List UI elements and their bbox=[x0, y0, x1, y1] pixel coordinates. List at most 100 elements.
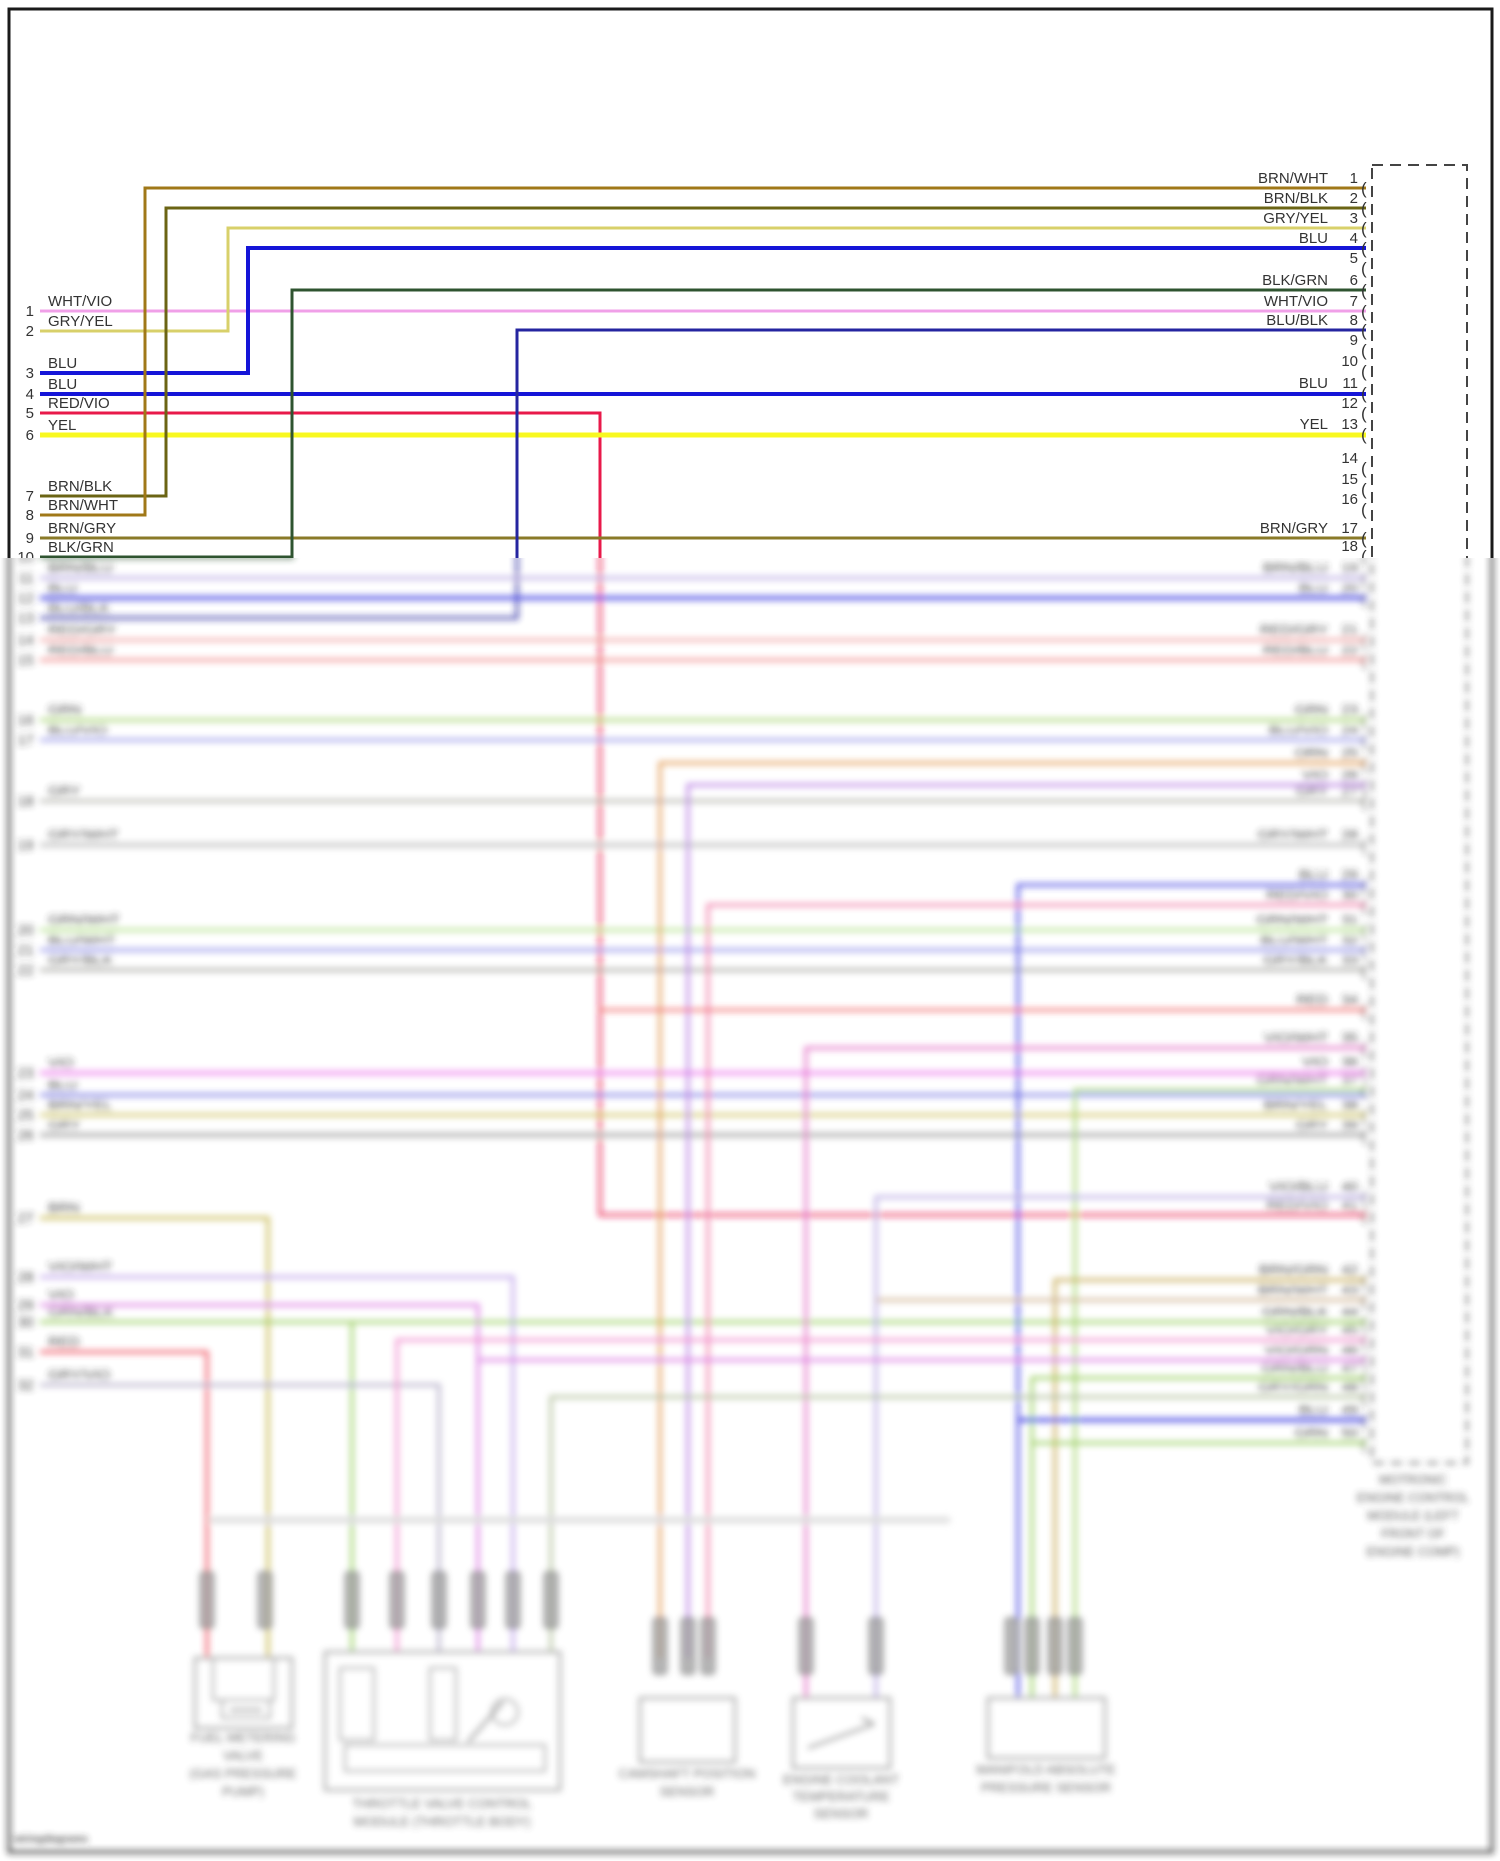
right-pin-bracket-icon: ( bbox=[1361, 876, 1367, 895]
right-pin-label: BLU bbox=[1299, 1402, 1328, 1419]
wire-vio-wht-branch bbox=[804, 1046, 1366, 1698]
terminal-pin bbox=[1004, 1617, 1020, 1675]
component-box-throttle-valve-control-module bbox=[323, 1650, 562, 1792]
terminal-pin bbox=[199, 1571, 215, 1629]
component-inner-circle bbox=[491, 1698, 519, 1726]
right-pin-number: 42 bbox=[1341, 1262, 1358, 1279]
component-label: MODULE (THROTTLE BODY) bbox=[354, 1814, 531, 1829]
right-pin-label: BLU/WHT bbox=[1261, 932, 1329, 949]
right-pin-number: 44 bbox=[1341, 1304, 1358, 1321]
right-pin-label: BLU bbox=[1299, 580, 1328, 597]
left-pin-label: WHT/VIO bbox=[48, 293, 112, 310]
right-pin-label: VIO/WHT bbox=[1264, 1030, 1328, 1047]
right-pin-bracket-icon: ( bbox=[1361, 941, 1367, 960]
right-pin-bracket-icon: ( bbox=[1361, 459, 1367, 478]
component-inner-rect bbox=[213, 1658, 274, 1700]
right-pin-number: 49 bbox=[1341, 1402, 1358, 1419]
right-pin-number: 18 bbox=[1341, 538, 1358, 555]
diagram-sharp-layer: BRN/WHT 1(BRN/BLK 2(GRY/YEL 3(BLU 4(5(BLK/GR… bbox=[7, 7, 1494, 1700]
right-pin-bracket-icon: ( bbox=[1361, 1271, 1367, 1290]
component-label: PUMP) bbox=[222, 1784, 264, 1799]
right-pin-bracket-icon: ( bbox=[1361, 404, 1367, 423]
right-pin-number: 32 bbox=[1341, 932, 1358, 949]
right-pin-bracket-icon: ( bbox=[1361, 1001, 1367, 1020]
right-pin-number: 50 bbox=[1341, 1425, 1358, 1442]
component-label: (GAS PRESSURE bbox=[190, 1766, 297, 1781]
wire-orn-branch bbox=[658, 761, 1366, 1658]
right-pin-number: 19 bbox=[1341, 560, 1358, 577]
right-pin-bracket-icon: ( bbox=[1361, 731, 1367, 750]
page-border bbox=[7, 7, 1494, 558]
right-pin-number: 12 bbox=[1341, 395, 1358, 412]
wire-grn-blu-branch bbox=[1030, 1376, 1366, 1698]
right-pin-number: 22 bbox=[1341, 642, 1358, 659]
terminal-pin bbox=[1067, 1617, 1083, 1675]
right-pin-label: GRN/WHT bbox=[1256, 1072, 1328, 1089]
right-pin-label: VIO/GRN bbox=[1265, 1342, 1328, 1359]
wire-brn-wht bbox=[40, 188, 1366, 515]
left-pin-label: RED/GRY bbox=[48, 622, 116, 639]
left-pin-label: BRN/YEL bbox=[48, 1097, 112, 1114]
right-pin-bracket-icon: ( bbox=[1361, 631, 1367, 650]
right-pin-bracket-icon: ( bbox=[1361, 1063, 1367, 1082]
right-pin-label: RED/VIO bbox=[1266, 1197, 1328, 1214]
component-label: ENGINE COOLANT bbox=[783, 1772, 899, 1787]
left-pin-label: GRY bbox=[48, 783, 80, 800]
right-pin-label: GRN bbox=[1295, 1425, 1328, 1442]
right-pin-label: BRN/WHT bbox=[1258, 170, 1328, 187]
wire-brn-wht bbox=[40, 186, 1366, 517]
left-pin-label: BRN/BLU bbox=[48, 560, 113, 577]
right-pin-label: RED/GRY bbox=[1260, 622, 1328, 639]
left-pin-label: BLK/GRN bbox=[48, 539, 114, 556]
left-pin-number: 23 bbox=[17, 1065, 34, 1082]
component-box-engine-coolant-temperature-sensor bbox=[791, 1696, 892, 1770]
left-pin-number: 10 bbox=[17, 549, 34, 566]
right-pin-label: BRN/GRN bbox=[1259, 1262, 1328, 1279]
right-pin-number: 39 bbox=[1341, 1117, 1358, 1134]
right-pin-label: RED bbox=[1296, 992, 1328, 1009]
left-pin-label: VIO/WHT bbox=[48, 1259, 112, 1276]
left-pin-label: VIO bbox=[48, 1055, 74, 1072]
terminal-pin bbox=[257, 1571, 273, 1629]
left-pin-number: 32 bbox=[17, 1377, 34, 1394]
wire-brn-drop bbox=[40, 1218, 268, 1658]
right-pin-number: 1 bbox=[1350, 170, 1358, 187]
left-pin-label: GRN/BLK bbox=[48, 1304, 114, 1321]
right-pin-number: 26 bbox=[1341, 767, 1358, 784]
right-pin-bracket-icon: ( bbox=[1361, 362, 1367, 381]
right-pin-number: 2 bbox=[1350, 190, 1358, 207]
right-pin-number: 14 bbox=[1341, 450, 1358, 467]
terminal-pin bbox=[389, 1571, 405, 1629]
left-pin-label: BLU/BLK bbox=[48, 600, 110, 617]
right-pin-label: BLU/VIO bbox=[1269, 722, 1328, 739]
terminal-pin bbox=[1024, 1617, 1040, 1675]
module-label: ENGINE COMP) bbox=[1366, 1545, 1459, 1559]
right-pin-label: GRN/WHT bbox=[1256, 912, 1328, 929]
right-pin-bracket-icon: ( bbox=[1361, 1411, 1367, 1430]
right-pin-label: ORN bbox=[1295, 745, 1328, 762]
right-pin-bracket-icon: ( bbox=[1361, 589, 1367, 608]
left-pin-label: BLU bbox=[48, 1077, 77, 1094]
left-pin-label: BLU/WHT bbox=[48, 932, 116, 949]
left-pin-label: BLU/VIO bbox=[48, 722, 107, 739]
wire-vio-blu-branch bbox=[874, 1195, 1366, 1698]
terminal-pin bbox=[868, 1617, 884, 1675]
wire-red-vio-branch bbox=[706, 903, 1366, 1658]
diagram-blurred-layer: BRN/WHT 1(BRN/BLK 2(GRY/YEL 3(BLU 4(5(BLK/GR… bbox=[7, 188, 1494, 1854]
component-inner-rect bbox=[212, 1657, 275, 1701]
component-inner-rect bbox=[429, 1667, 457, 1741]
left-pin-label: GRN bbox=[48, 702, 81, 719]
right-pin-bracket-icon: ( bbox=[1361, 529, 1367, 548]
right-pin-number: 30 bbox=[1341, 887, 1358, 904]
left-pin-label: RED bbox=[48, 1334, 80, 1351]
component-box-manifold-pressure-sensor bbox=[986, 1696, 1107, 1760]
left-pin-label: RED/VIO bbox=[48, 395, 110, 412]
wire-vio-branch bbox=[686, 783, 1366, 1658]
left-pin-label: BLU bbox=[48, 580, 77, 597]
component-label: THROTTLE VALVE CONTROL bbox=[352, 1796, 531, 1811]
left-pin-number: 17 bbox=[17, 732, 34, 749]
right-pin-number: 9 bbox=[1350, 332, 1358, 349]
right-pin-label: GRY bbox=[1296, 783, 1328, 800]
right-pin-label: GRN/BLK bbox=[1262, 1304, 1328, 1321]
component-inner-rect bbox=[221, 1699, 271, 1719]
